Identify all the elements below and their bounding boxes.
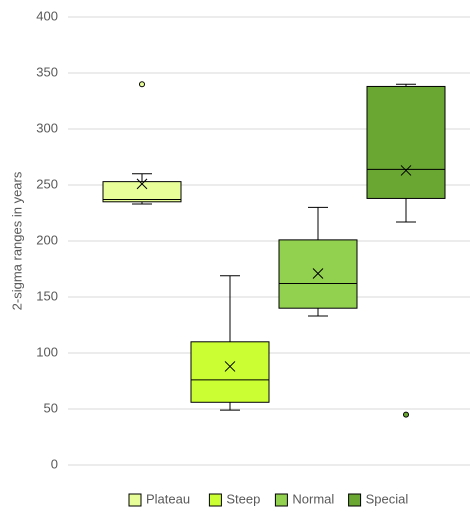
y-tick-label: 200 — [36, 232, 58, 247]
y-axis-label: 2-sigma ranges in years — [9, 171, 24, 310]
legend-label: Special — [366, 491, 409, 506]
outlier — [403, 411, 409, 418]
legend-label: Steep — [226, 491, 260, 506]
y-tick-label: 400 — [36, 8, 58, 23]
y-tick-label: 300 — [36, 120, 58, 135]
y-tick-label: 100 — [36, 344, 58, 359]
outlier — [139, 81, 145, 88]
box — [190, 341, 270, 403]
mean-marker — [312, 268, 324, 279]
legend-label: Plateau — [146, 491, 190, 506]
mean-marker — [224, 361, 236, 372]
y-tick-label: 0 — [51, 456, 58, 471]
mean-marker — [400, 165, 412, 176]
box — [366, 85, 446, 199]
legend-swatch — [348, 493, 362, 507]
box — [102, 181, 182, 203]
y-tick-label: 50 — [44, 400, 58, 415]
legend-swatch — [208, 493, 222, 507]
legend-swatch — [128, 493, 142, 507]
legend-swatch — [274, 493, 288, 507]
legend-label: Normal — [292, 491, 334, 506]
y-tick-label: 150 — [36, 288, 58, 303]
mean-marker — [136, 178, 148, 190]
y-tick-label: 350 — [36, 64, 58, 79]
y-tick-label: 250 — [36, 176, 58, 191]
